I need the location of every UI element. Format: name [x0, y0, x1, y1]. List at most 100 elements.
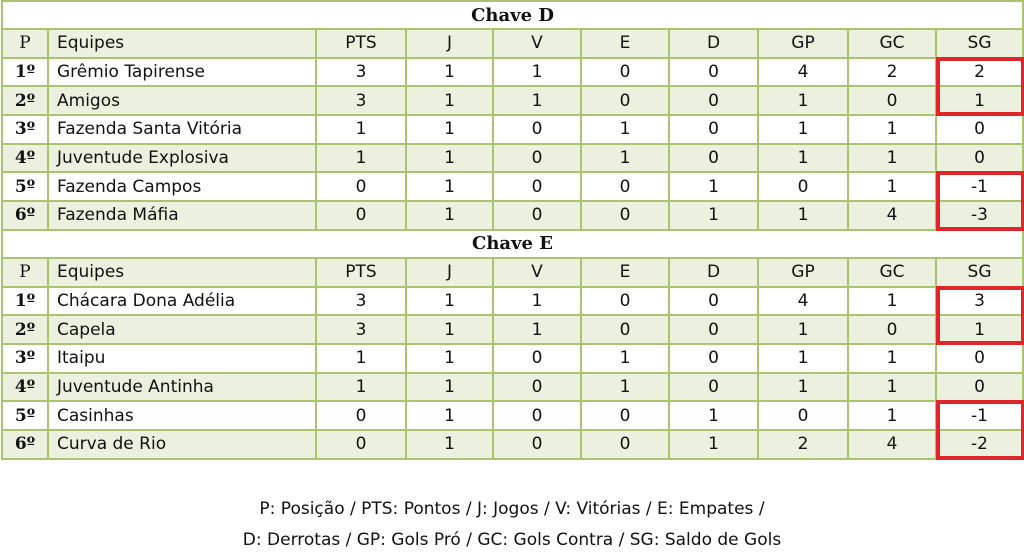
cell-goals-against: 0: [847, 314, 937, 345]
cell-points: 3: [315, 56, 407, 88]
legend-line-2: D: Derrotas / GP: Gols Pró / GC: Gols Co…: [242, 530, 782, 550]
cell-position: 1º: [1, 56, 49, 88]
cell-draws: 1: [580, 371, 670, 403]
cell-position: 2º: [1, 85, 49, 117]
cell-goal-difference: 0: [934, 342, 1024, 374]
cell-wins: 1: [492, 56, 582, 88]
cell-team: Capela: [47, 314, 317, 345]
cell-points: 3: [315, 85, 407, 117]
header-row: P Equipes PTS J V E D GP GC SG: [1, 28, 1024, 59]
table-row: 5º Casinhas 0 1 0 0 1 0 1 -1: [1, 400, 1024, 431]
cell-draws: 0: [580, 85, 670, 117]
header-wins: V: [492, 28, 582, 59]
cell-games: 1: [405, 142, 494, 174]
cell-games: 1: [405, 371, 494, 403]
cell-goal-difference: 3: [934, 285, 1024, 317]
header-games: J: [405, 28, 494, 59]
cell-goal-difference: 1: [934, 314, 1024, 345]
cell-position: 1º: [1, 285, 49, 317]
cell-goal-difference: 0: [934, 142, 1024, 174]
cell-goal-difference: 0: [934, 114, 1024, 145]
cell-wins: 1: [492, 314, 582, 345]
cell-games: 1: [405, 85, 494, 117]
cell-goals-for: 1: [757, 85, 849, 117]
cell-team: Casinhas: [47, 400, 317, 431]
cell-losses: 0: [668, 114, 759, 145]
standings-tables: Chave D P Equipes PTS J V E D GP GC SG 1º Grêmio Tap…: [0, 0, 1024, 460]
cell-points: 3: [315, 285, 407, 317]
cell-position: 4º: [1, 371, 49, 403]
header-losses: D: [668, 256, 759, 288]
highlight-box: [936, 56, 1024, 88]
cell-losses: 1: [668, 171, 759, 203]
cell-losses: 1: [668, 400, 759, 431]
cell-position: 5º: [1, 171, 49, 203]
cell-games: 1: [405, 342, 494, 374]
highlight-box: [936, 400, 1024, 431]
cell-goal-difference: -2: [934, 428, 1024, 460]
header-row: P Equipes PTS J V E D GP GC SG: [1, 256, 1024, 288]
cell-games: 1: [405, 200, 494, 231]
cell-goals-against: 2: [847, 56, 937, 88]
cell-goals-against: 1: [847, 171, 937, 203]
header-goals-against: GC: [847, 256, 937, 288]
header-goals-for: GP: [757, 28, 849, 59]
header-position: P: [1, 28, 49, 59]
cell-games: 1: [405, 114, 494, 145]
cell-losses: 0: [668, 314, 759, 345]
cell-position: 3º: [1, 342, 49, 374]
cell-draws: 1: [580, 142, 670, 174]
cell-team: Fazenda Campos: [47, 171, 317, 203]
cell-games: 1: [405, 285, 494, 317]
cell-wins: 0: [492, 142, 582, 174]
cell-team: Curva de Rio: [47, 428, 317, 460]
header-draws: E: [580, 28, 670, 59]
cell-losses: 0: [668, 56, 759, 88]
cell-position: 6º: [1, 200, 49, 231]
cell-points: 1: [315, 371, 407, 403]
cell-points: 1: [315, 114, 407, 145]
highlight-box: [936, 314, 1024, 345]
header-losses: D: [668, 28, 759, 59]
cell-goals-for: 1: [757, 371, 849, 403]
cell-wins: 1: [492, 85, 582, 117]
header-goal-difference: SG: [934, 256, 1024, 288]
cell-wins: 0: [492, 114, 582, 145]
table-row: 5º Fazenda Campos 0 1 0 0 1 0 1 -1: [1, 171, 1024, 203]
group-title-row: Chave D: [0, 0, 1024, 30]
cell-wins: 1: [492, 285, 582, 317]
cell-wins: 0: [492, 371, 582, 403]
cell-goals-for: 1: [757, 342, 849, 374]
cell-goals-against: 1: [847, 142, 937, 174]
cell-points: 0: [315, 400, 407, 431]
header-team: Equipes: [47, 28, 317, 59]
cell-points: 3: [315, 314, 407, 345]
header-position: P: [1, 256, 49, 288]
table-row: 4º Juventude Explosiva 1 1 0 1 0 1 1 0: [1, 142, 1024, 174]
legend-footer: P: Posição / PTS: Pontos / J: Jogos / V:…: [0, 494, 1024, 556]
cell-goals-for: 1: [757, 200, 849, 231]
header-wins: V: [492, 256, 582, 288]
cell-losses: 0: [668, 85, 759, 117]
highlight-box: [936, 285, 1024, 317]
cell-team: Amigos: [47, 85, 317, 117]
cell-goals-against: 0: [847, 85, 937, 117]
cell-goals-for: 2: [757, 428, 849, 460]
cell-goals-against: 1: [847, 371, 937, 403]
cell-team: Fazenda Máfia: [47, 200, 317, 231]
table-row: 2º Amigos 3 1 1 0 0 1 0 1: [1, 85, 1024, 117]
cell-goal-difference: 2: [934, 56, 1024, 88]
highlight-box: [936, 171, 1024, 203]
cell-losses: 0: [668, 371, 759, 403]
table-row: 3º Fazenda Santa Vitória 1 1 0 1 0 1 1 0: [1, 114, 1024, 145]
group-title: Chave D: [0, 0, 1024, 30]
cell-wins: 0: [492, 342, 582, 374]
cell-games: 1: [405, 400, 494, 431]
cell-draws: 0: [580, 200, 670, 231]
cell-position: 3º: [1, 114, 49, 145]
table-row: 2º Capela 3 1 1 0 0 1 0 1: [1, 314, 1024, 345]
header-points: PTS: [315, 256, 407, 288]
cell-points: 1: [315, 142, 407, 174]
cell-games: 1: [405, 171, 494, 203]
cell-losses: 1: [668, 200, 759, 231]
